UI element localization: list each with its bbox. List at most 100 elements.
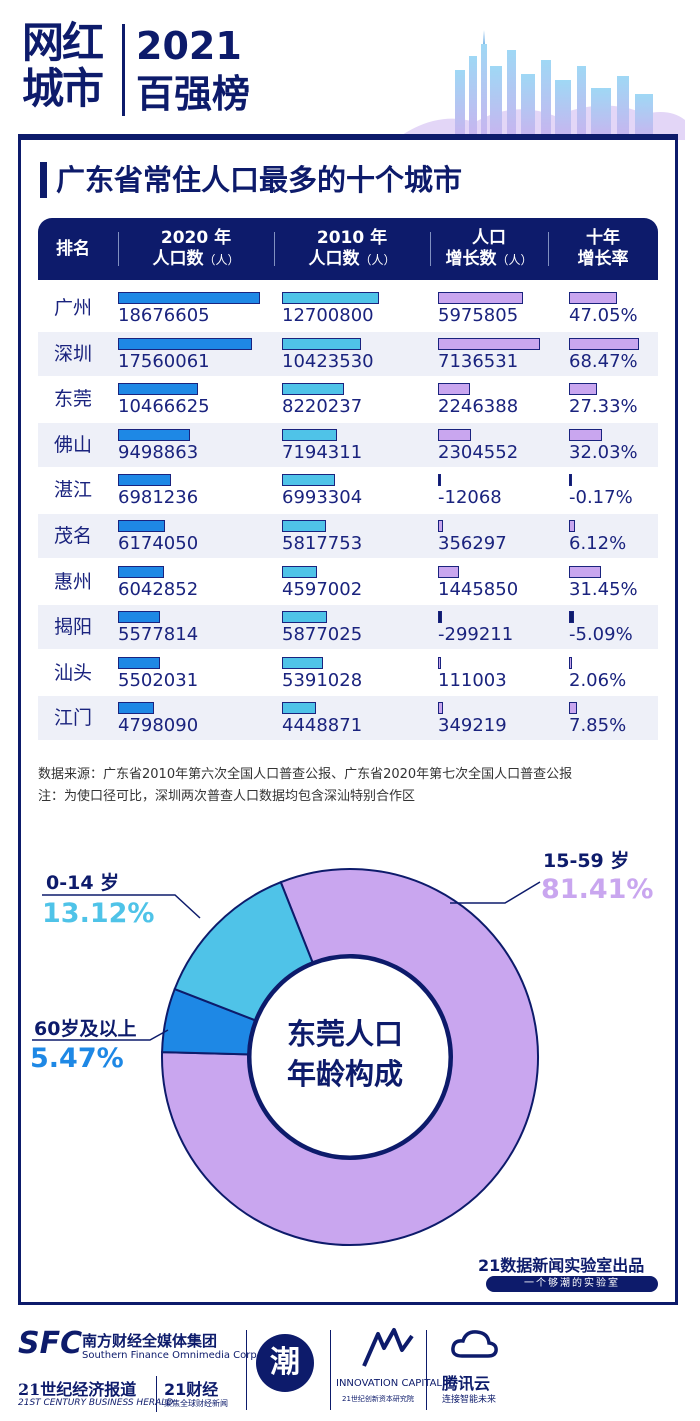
- bar-growth: [438, 292, 524, 304]
- bar-2010-value: 7194311: [282, 441, 363, 463]
- bar-2020-value: 6174050: [118, 533, 199, 554]
- bar-rate-value: 68.47%: [569, 350, 638, 372]
- bar-2010: [282, 702, 316, 715]
- col-header-2020-unit: （人）: [203, 252, 240, 267]
- bar-growth: [438, 474, 441, 487]
- bar-growth-value: 2246388: [438, 396, 519, 418]
- bar-rate-value: 7.85%: [569, 715, 627, 737]
- city-name: 佛山: [53, 433, 92, 456]
- credit-main: 21数据新闻实验室出品: [478, 1256, 645, 1275]
- herald-name-cn: 21世纪经济报道: [18, 1380, 137, 1399]
- bar-2020-value: 18676605: [118, 305, 210, 326]
- table-row: 湛江 6981236 6993304 -12068 -0.17%: [38, 468, 658, 512]
- bar-rate-value: -5.09%: [569, 624, 633, 646]
- bar-growth-value: 1445850: [438, 578, 519, 600]
- bar-2010-value: 8220237: [282, 396, 363, 418]
- city-name: 惠州: [53, 570, 92, 593]
- col-header-growth-line2: 增长数: [445, 248, 497, 269]
- table-row: 揭阳 5577814 5877025 -299211 -5.09%: [38, 605, 658, 650]
- footer-separator: [330, 1330, 331, 1410]
- col-header-rate-line2: 增长率: [577, 249, 629, 269]
- table-row: 惠州 6042852 4597002 1445850 31.45%: [38, 560, 658, 604]
- col-header-rate: 十年 增长率: [548, 218, 658, 280]
- table-row: 江门 4798090 4448871 349219 7.85%: [38, 696, 658, 741]
- bar-2010-value: 6993304: [282, 487, 363, 509]
- logo-line-1: 网红: [22, 18, 104, 67]
- bar-growth-value: 111003: [438, 669, 507, 691]
- col-header-rank-label: 排名: [56, 238, 90, 259]
- label-senior-name: 60岁及以上: [34, 1018, 137, 1040]
- bar-growth: [438, 702, 443, 715]
- bar-2010: [282, 611, 327, 624]
- innovation-capital-icon: [362, 1328, 414, 1367]
- city-name: 广州: [53, 297, 92, 319]
- bar-2020: [118, 656, 160, 669]
- bar-2020: [118, 565, 164, 578]
- wanghong-logo: 网红 城市: [20, 22, 115, 118]
- col-header-2020-line1: 2020 年: [160, 227, 232, 248]
- bar-rate: [569, 383, 597, 396]
- table-row: 东莞 10466625 8220237 2246388 27.33%: [38, 377, 658, 421]
- label-senior-pct: 5.47%: [30, 1043, 124, 1074]
- col-separator: [548, 232, 549, 266]
- label-teen-pct: 13.12%: [42, 898, 155, 929]
- col-header-growth-unit: （人）: [496, 252, 533, 267]
- bar-2010: [282, 520, 327, 532]
- bar-2020-value: 5502031: [118, 669, 199, 691]
- bar-2020: [118, 337, 252, 350]
- bar-rate-value: 31.45%: [569, 578, 638, 600]
- group-name-cn: 南方财经全媒体集团: [82, 1332, 218, 1350]
- bar-2020: [118, 520, 165, 532]
- caijing-slogan: 聚焦全球财经新闻: [164, 1399, 228, 1408]
- bar-2010: [282, 428, 337, 441]
- col-header-rate-line1: 十年: [586, 228, 620, 248]
- bar-2020-value: 17560061: [118, 350, 210, 372]
- bar-2020-value: 6042852: [118, 578, 199, 600]
- col-header-growth-line1: 人口: [472, 227, 506, 248]
- credit-sub: 一个够潮的实验室: [486, 1276, 658, 1292]
- city-name: 深圳: [53, 342, 92, 365]
- col-header-2010-line1: 2010 年: [316, 227, 388, 248]
- chao-logo: 潮: [256, 1334, 314, 1392]
- table-row: 茂名 6174050 5817753 356297 6.12%: [38, 514, 658, 558]
- bar-2010-value: 5877025: [282, 624, 363, 646]
- donut-center-title: 东莞人口 年龄构成: [240, 1014, 450, 1094]
- section-title: 广东省常住人口最多的十个城市: [40, 158, 462, 202]
- bar-growth-value: 7136531: [438, 350, 519, 372]
- table-header: 排名 2020 年 人口数（人） 2010 年 人口数（人） 人口 增长数（人）…: [38, 218, 658, 280]
- herald-name-en: 21ST CENTURY BUSINESS HERALD: [18, 1398, 174, 1408]
- bar-growth-value: 2304552: [438, 441, 519, 463]
- bar-2010-value: 4448871: [282, 715, 363, 737]
- notes: 数据来源：广东省2010年第六次全国人口普查公报、广东省2020年第七次全国人口…: [38, 764, 572, 808]
- col-separator: [274, 232, 275, 266]
- innovation-capital-sub: 21世纪创新资本研究院: [342, 1395, 414, 1403]
- table-row: 广州 18676605 12700800 5975805 47.05%: [38, 286, 658, 330]
- label-teen-name: 0-14 岁: [46, 872, 120, 894]
- col-header-rank: 排名: [38, 218, 108, 280]
- bar-2010-value: 5391028: [282, 669, 363, 691]
- footer: SFC 南方财经全媒体集团 Southern Finance Omnimedia…: [0, 1310, 700, 1421]
- bar-2020: [118, 383, 198, 396]
- bar-rate-value: -0.17%: [569, 487, 633, 509]
- bar-2020: [118, 428, 191, 441]
- bar-2020: [118, 702, 155, 715]
- caijing-logo: 21财经: [164, 1380, 219, 1399]
- sfc-logo: SFC: [18, 1326, 83, 1361]
- bar-rate-value: 32.03%: [569, 441, 638, 463]
- bar-rate: [569, 565, 602, 578]
- col-header-2020: 2020 年 人口数（人）: [118, 218, 274, 280]
- bar-growth: [438, 428, 471, 441]
- label-adult-pct: 81.41%: [541, 874, 654, 905]
- footer-separator: [426, 1330, 427, 1410]
- bar-growth: [438, 611, 443, 624]
- bar-2010: [282, 565, 317, 578]
- bar-rate: [569, 474, 572, 487]
- bar-growth: [438, 383, 471, 396]
- label-adult-name: 15-59 岁: [543, 850, 630, 872]
- bar-rate: [569, 702, 578, 715]
- donut-center-line1: 东莞人口: [286, 1017, 403, 1051]
- city-name: 揭阳: [53, 616, 92, 639]
- bar-2010-value: 5817753: [282, 533, 363, 554]
- city-name: 茂名: [53, 525, 92, 547]
- bar-2010: [282, 656, 323, 669]
